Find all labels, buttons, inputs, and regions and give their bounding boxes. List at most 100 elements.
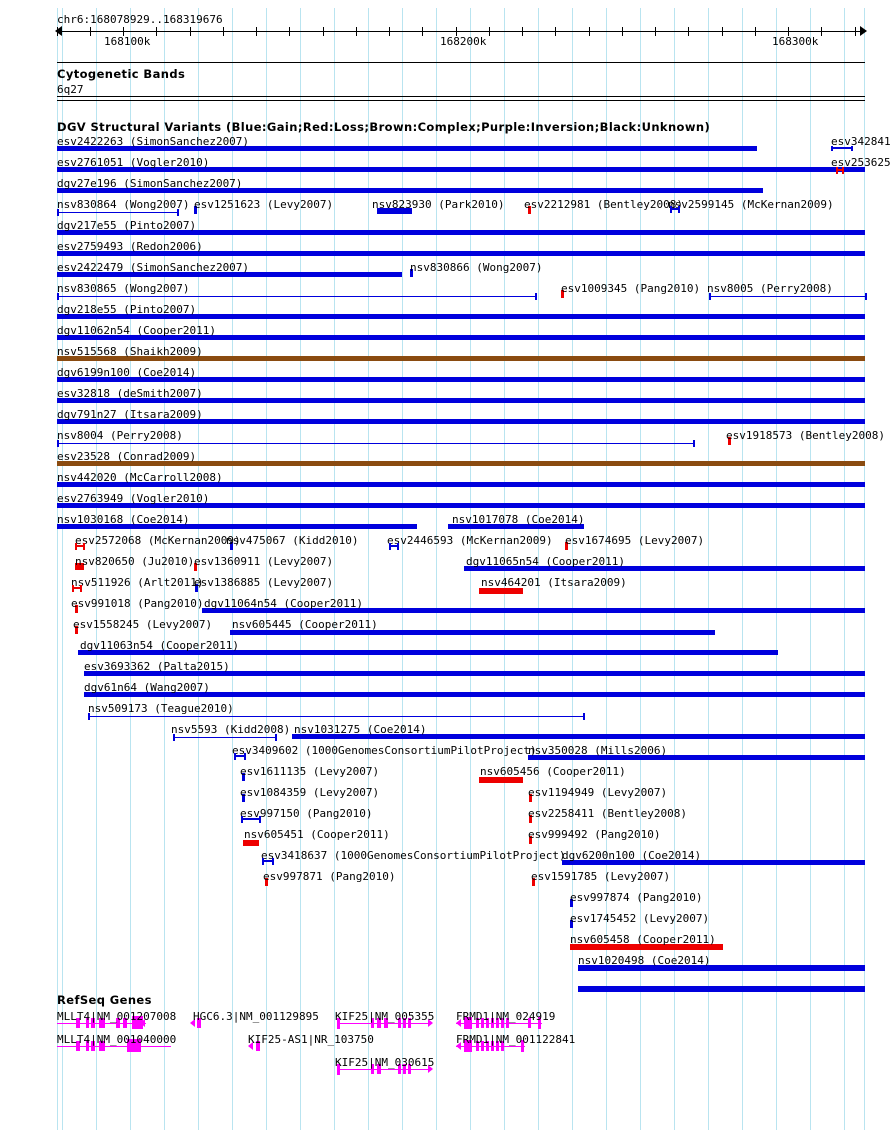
gene-exon[interactable]	[99, 1018, 105, 1028]
variant-point-marker[interactable]	[194, 206, 197, 214]
gene-exon[interactable]	[496, 1041, 499, 1051]
variant-label[interactable]: esv2258411 (Bentley2008)	[528, 807, 687, 820]
gene-exon[interactable]	[464, 1017, 472, 1029]
variant-h-marker[interactable]	[836, 167, 844, 174]
gene-exon[interactable]	[197, 1018, 201, 1028]
gene-exon[interactable]	[464, 1040, 472, 1052]
variant-label[interactable]: nsv8004 (Perry2008)	[57, 429, 183, 442]
variant-label[interactable]: esv2761051 (Vogler2010)	[57, 156, 210, 169]
gene-label[interactable]: MLLT4|NM_001207008	[57, 1010, 177, 1023]
variant-label[interactable]: esv997874 (Pang2010)	[570, 891, 703, 904]
variant-bar[interactable]	[202, 608, 865, 613]
variant-label[interactable]: esv1918573 (Bentley2008)	[726, 429, 885, 442]
variant-bar[interactable]	[57, 377, 865, 382]
variant-span-line[interactable]	[57, 212, 177, 213]
variant-label[interactable]: esv2763949 (Vogler2010)	[57, 492, 210, 505]
gene-exon[interactable]	[76, 1041, 80, 1051]
variant-point-marker[interactable]	[532, 878, 535, 886]
variant-label[interactable]: esv3409602 (1000GenomesConsortiumPilotPr…	[232, 744, 537, 757]
gene-exon[interactable]	[408, 1018, 411, 1028]
variant-point-marker[interactable]	[410, 269, 413, 277]
variant-span-line[interactable]	[57, 296, 535, 297]
variant-point-marker[interactable]	[565, 542, 568, 550]
variant-label[interactable]: esv3693362 (Palta2015)	[84, 660, 230, 673]
gene-exon[interactable]	[408, 1064, 411, 1074]
variant-point-marker[interactable]	[529, 815, 532, 823]
gene-exon[interactable]	[486, 1018, 489, 1028]
variant-bar[interactable]	[57, 167, 865, 172]
variant-h-marker[interactable]	[389, 543, 399, 550]
variant-label[interactable]: nsv1030168 (Coe2014)	[57, 513, 190, 526]
variant-label[interactable]: nsv515568 (Shaikh2009)	[57, 345, 203, 358]
gene-exon[interactable]	[256, 1041, 260, 1051]
variant-label[interactable]: dgv218e55 (Pinto2007)	[57, 303, 197, 316]
variant-label[interactable]: nsv1020498 (Coe2014)	[578, 954, 711, 967]
variant-bar[interactable]	[57, 419, 865, 424]
gene-exon[interactable]	[86, 1041, 89, 1051]
variant-bar[interactable]	[479, 588, 523, 594]
variant-point-marker[interactable]	[529, 836, 532, 844]
variant-label[interactable]: nsv350028 (Mills2006)	[528, 744, 668, 757]
variant-label[interactable]: nsv2599145 (McKernan2009)	[668, 198, 834, 211]
variant-label[interactable]: esv991018 (Pang2010)	[71, 597, 204, 610]
variant-label[interactable]: nsv823930 (Park2010)	[372, 198, 505, 211]
variant-label[interactable]: esv3428418	[831, 135, 890, 148]
gene-label[interactable]: FRMD1|NM_024919	[456, 1010, 556, 1023]
gene-exon[interactable]	[476, 1018, 479, 1028]
variant-label[interactable]: esv2446593 (McKernan2009)	[387, 534, 553, 547]
gene-exon[interactable]	[91, 1018, 95, 1028]
variant-label[interactable]: nsv1031275 (Coe2014)	[294, 723, 427, 736]
variant-bar[interactable]	[84, 671, 865, 676]
variant-label[interactable]: esv1674695 (Levy2007)	[565, 534, 705, 547]
variant-bar[interactable]	[57, 314, 865, 319]
variant-bar[interactable]	[377, 208, 412, 214]
variant-bar[interactable]	[57, 503, 865, 508]
variant-label[interactable]: esv32818 (deSmith2007)	[57, 387, 203, 400]
variant-span-marker[interactable]	[241, 816, 261, 823]
gene-exon[interactable]	[371, 1064, 374, 1074]
variant-bar[interactable]	[75, 563, 84, 570]
variant-label[interactable]: esv997871 (Pang2010)	[263, 870, 396, 883]
variant-label[interactable]: nsv820650 (Ju2010)	[75, 555, 195, 568]
gene-exon[interactable]	[481, 1018, 484, 1028]
variant-label[interactable]: nsv830865 (Wong2007)	[57, 282, 190, 295]
variant-bar[interactable]	[292, 734, 865, 739]
variant-bar[interactable]	[578, 986, 865, 992]
variant-label[interactable]: nsv8005 (Perry2008)	[707, 282, 833, 295]
variant-label[interactable]: nsv1017078 (Coe2014)	[452, 513, 585, 526]
variant-label[interactable]: nsv605456 (Cooper2011)	[480, 765, 626, 778]
coordinate-ruler[interactable]: chr6:168078929..168319676 168100k 168200k…	[0, 0, 890, 52]
variant-label[interactable]: esv2536259	[831, 156, 890, 169]
variant-bar[interactable]	[528, 755, 865, 760]
variant-label[interactable]: esv1009345 (Pang2010)	[561, 282, 701, 295]
variant-point-marker[interactable]	[529, 794, 532, 802]
gene-exon[interactable]	[132, 1016, 143, 1029]
variant-point-marker[interactable]	[570, 920, 573, 928]
variant-point-marker[interactable]	[561, 290, 564, 298]
variant-bar[interactable]	[57, 524, 417, 529]
gene-exon[interactable]	[476, 1041, 479, 1051]
variant-label[interactable]: nsv464201 (Itsara2009)	[481, 576, 627, 589]
variant-h-marker[interactable]	[234, 753, 246, 760]
gene-exon[interactable]	[403, 1018, 406, 1028]
variant-point-marker[interactable]	[242, 773, 245, 781]
gene-exon[interactable]	[528, 1018, 531, 1028]
variant-label[interactable]: dgv61n64 (Wang2007)	[84, 681, 210, 694]
variant-bar[interactable]	[57, 188, 763, 193]
variant-label[interactable]: nsv605458 (Cooper2011)	[570, 933, 716, 946]
gene-label[interactable]: MLLT4|NM_001040000	[57, 1033, 177, 1046]
gene-exon[interactable]	[403, 1064, 406, 1074]
variant-point-marker[interactable]	[230, 542, 233, 550]
gene-label[interactable]: KIF25-AS1|NR_103750	[248, 1033, 374, 1046]
variant-label[interactable]: dgv791n27 (Itsara2009)	[57, 408, 203, 421]
variant-bar[interactable]	[57, 461, 865, 466]
gene-exon[interactable]	[91, 1041, 95, 1051]
variant-point-marker[interactable]	[265, 878, 268, 886]
variant-point-marker[interactable]	[570, 899, 573, 907]
variant-label[interactable]: esv1084359 (Levy2007)	[240, 786, 380, 799]
variant-bar[interactable]	[57, 335, 865, 340]
variant-label[interactable]: esv2422479 (SimonSanchez2007)	[57, 261, 250, 274]
variant-point-marker[interactable]	[528, 206, 531, 214]
variant-h-marker[interactable]	[262, 858, 274, 865]
